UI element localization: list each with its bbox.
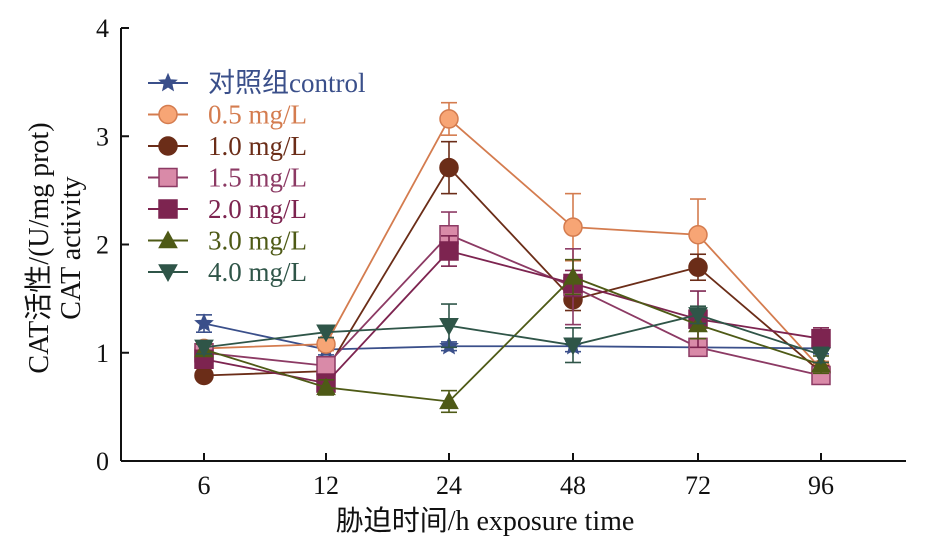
legend-label: 0.5 mg/L [208,100,307,130]
legend-marker [158,72,178,92]
data-point [439,157,459,178]
data-point [194,313,214,332]
legend-label: 3.0 mg/L [208,226,307,256]
legend-entry: 3.0 mg/L [148,226,307,256]
x-tick-label: 96 [808,471,834,500]
x-tick-label: 72 [685,471,711,500]
series-line [203,313,822,356]
data-point [439,391,459,410]
legend-label: 对照组control [208,68,365,98]
y-axis-title-line2: CAT activity [56,176,87,319]
y-tick-label: 2 [96,231,109,260]
series-6 [194,303,831,365]
data-point [811,328,831,349]
x-tick-label: 12 [313,471,339,500]
axes [120,27,906,462]
data-point [316,355,336,376]
series-line [203,233,822,377]
data-point [563,337,583,356]
data-point [688,225,708,245]
data-point [688,257,708,277]
y-axis-title-line1: CAT活性/(U/mg prot) [23,122,55,373]
legend-entry: 4.0 mg/L [148,257,307,287]
data-point [563,266,583,285]
legend-label: 1.5 mg/L [208,163,307,193]
data-point [316,324,336,343]
legend-label: 2.0 mg/L [208,194,307,224]
data-point [563,217,583,237]
legend-entry: 1.0 mg/L [148,131,307,161]
legend-marker [158,199,178,219]
data-point [316,377,336,396]
x-tick-label: 24 [436,471,462,500]
data-point [811,347,831,365]
legend-entry: 1.5 mg/L [148,163,307,193]
legend-marker [158,104,178,125]
series-line [203,117,822,370]
legend-entry: 2.0 mg/L [148,194,307,224]
legend-label: 1.0 mg/L [208,131,307,161]
data-point [439,241,459,261]
legend-entry: 对照组control [148,68,365,98]
legend-marker [158,264,178,283]
legend-marker [158,230,178,249]
y-tick-label: 1 [96,339,109,368]
data-point [194,339,214,358]
legend-label: 4.0 mg/L [208,257,307,287]
legend-marker [158,167,178,188]
series-5 [194,258,831,414]
x-tick-label: 6 [198,471,211,500]
x-axis-title: 胁迫时间/h exposure time [336,505,635,537]
y-tick-label: 4 [96,14,109,43]
data-point [439,317,459,336]
series-line [203,166,822,377]
series-line [203,275,822,403]
y-tick-label: 0 [96,447,109,476]
x-tick-label: 48 [560,471,586,500]
data-point [194,365,214,386]
y-tick-label: 3 [96,122,109,151]
data-point [688,307,708,325]
legend-entry: 0.5 mg/L [148,100,307,130]
series-layer [194,101,831,414]
data-point [439,109,459,129]
legend-marker [158,136,178,156]
